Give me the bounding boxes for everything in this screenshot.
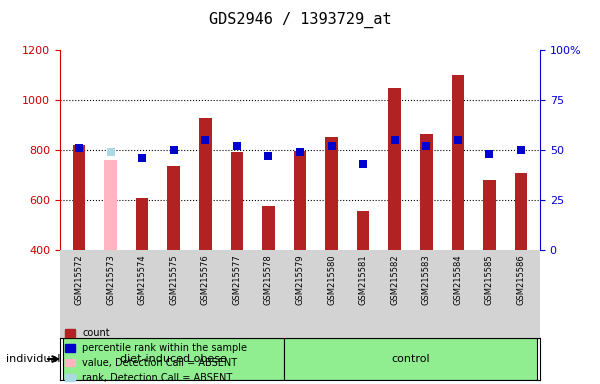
Bar	[420, 134, 433, 250]
Text: GSM215577: GSM215577	[232, 254, 241, 305]
Text: GSM215581: GSM215581	[359, 254, 368, 305]
Bar	[167, 167, 180, 250]
Text: GSM215573: GSM215573	[106, 254, 115, 305]
Bar	[325, 137, 338, 250]
Bar	[63, 338, 284, 380]
Bar	[452, 75, 464, 250]
Bar	[230, 152, 243, 250]
Bar	[284, 338, 537, 380]
Bar	[388, 88, 401, 250]
Text: GSM215586: GSM215586	[517, 254, 526, 305]
Text: GSM215584: GSM215584	[454, 254, 463, 305]
Bar	[293, 151, 307, 250]
Text: GSM215585: GSM215585	[485, 254, 494, 305]
Bar	[515, 173, 527, 250]
Text: GSM215575: GSM215575	[169, 254, 178, 305]
Text: individual: individual	[6, 354, 61, 364]
Bar	[262, 207, 275, 250]
Bar	[104, 160, 117, 250]
Text: GSM215572: GSM215572	[74, 254, 83, 305]
Legend: count, percentile rank within the sample, value, Detection Call = ABSENT, rank, : count, percentile rank within the sample…	[65, 328, 247, 383]
Bar	[483, 180, 496, 250]
Text: diet-induced obese: diet-induced obese	[120, 354, 227, 364]
Bar	[357, 211, 370, 250]
Text: GSM215580: GSM215580	[327, 254, 336, 305]
Text: GSM215576: GSM215576	[201, 254, 210, 305]
Text: GSM215579: GSM215579	[296, 254, 305, 305]
Bar	[73, 145, 85, 250]
Text: GSM215574: GSM215574	[137, 254, 146, 305]
Text: GDS2946 / 1393729_at: GDS2946 / 1393729_at	[209, 12, 391, 28]
Text: GSM215578: GSM215578	[264, 254, 273, 305]
Bar	[199, 118, 212, 250]
Text: control: control	[391, 354, 430, 364]
Text: GSM215582: GSM215582	[390, 254, 399, 305]
Text: GSM215583: GSM215583	[422, 254, 431, 305]
Bar	[136, 198, 148, 250]
